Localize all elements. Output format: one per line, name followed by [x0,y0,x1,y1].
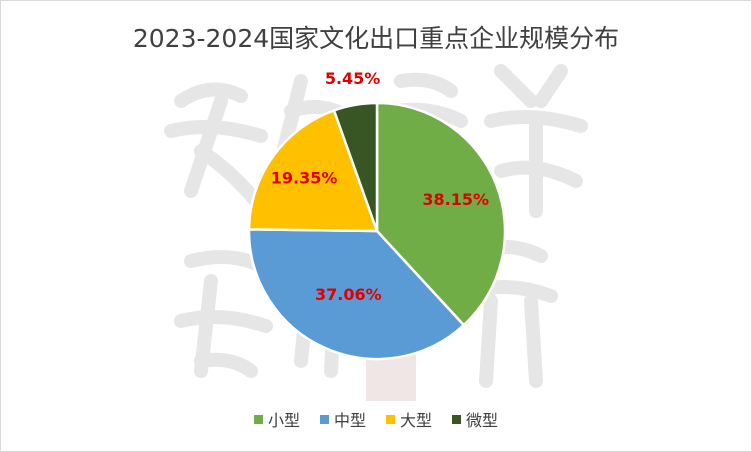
pie-slice-2 [247,228,466,361]
legend: 小型 中型 大型 微型 [1,407,751,431]
pie-slice-4 [332,101,379,232]
chart-title: 2023-2024国家文化出口重点企业规模分布 [132,24,620,53]
data-label-4: 5.45% [325,69,381,88]
legend-swatch [386,414,395,424]
pie-slice-1 [375,101,507,327]
pie-chart: 38.15% 37.06% 19.35% 5.45% [247,69,507,361]
data-label-2: 37.06% [315,285,382,304]
legend-label: 大型 [400,411,433,430]
legend-item-3: 大型 [386,407,432,431]
legend-item-1: 小型 [253,407,300,431]
legend-label: 微型 [466,411,499,430]
data-label-3: 19.35% [271,168,338,187]
legend-label: 小型 [267,411,300,430]
legend-swatch [452,414,462,424]
pie-slice-3 [247,108,379,233]
legend-item-4: 微型 [452,407,498,431]
legend-item-2: 中型 [319,407,366,431]
legend-swatch [253,414,263,424]
data-label-1: 38.15% [422,190,489,209]
legend-label: 中型 [333,411,366,430]
legend-swatch [319,414,329,424]
